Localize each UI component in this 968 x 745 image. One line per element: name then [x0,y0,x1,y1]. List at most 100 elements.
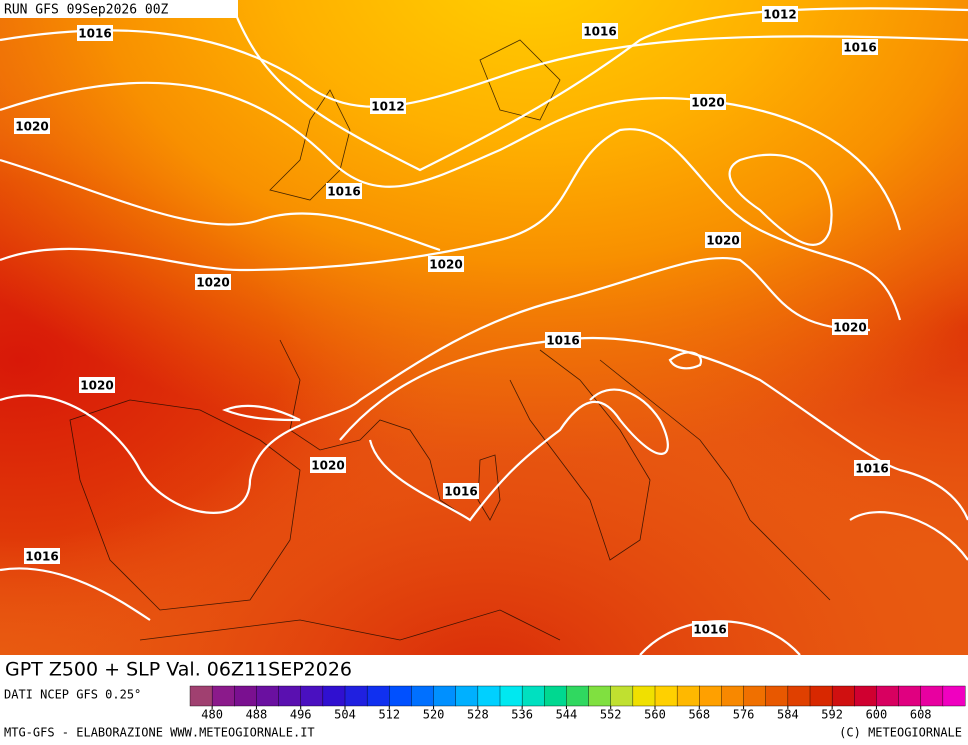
isobar-labels: 1012 1016 1016 1016 1012 1020 1020 1016 1020 1020… [14,6,890,637]
header-box [0,0,238,18]
colorbar-tick-label: 560 [644,708,666,722]
colorbar-swatch [211,685,235,707]
isobar-label-bg [443,483,479,499]
isobar-label-bg [195,274,231,290]
isobar-label-bg [762,6,798,22]
isobar-label-bg [14,118,50,134]
colorbar-tick-label: 520 [423,708,445,722]
colorbar-swatch [854,685,877,707]
colorbar-tick-label: 592 [821,708,843,722]
colorbar-swatch [920,685,944,707]
colorbar-swatch [499,685,523,707]
isobar-label-bg [428,256,464,272]
colorbar-swatch [699,685,722,707]
colorbar-tick-label: 608 [910,708,932,722]
colorbar-swatch [721,685,745,707]
colorbar-tick-label: 512 [378,708,400,722]
colorbar-swatch [632,685,656,707]
isobar-label: 1020 [706,234,739,248]
colorbar-swatch [411,685,435,707]
isobar-label: 1016 [855,462,888,476]
isobar-label-bg [370,98,406,114]
isobar-label: 1016 [78,27,111,41]
colorbar-tick-label: 600 [866,708,888,722]
colorbar-tick-label: 576 [733,708,755,722]
colorbar-swatch [455,685,479,707]
colorbar-swatch [389,685,412,707]
colorbar-swatch [366,685,390,707]
colorbar-swatch [610,685,634,707]
colorbar-swatch [256,685,280,707]
isobar-label: 1016 [693,623,726,637]
isobar-label-bg [854,460,890,476]
colorbar-tick-label: 528 [467,708,489,722]
isobar-label-bg [692,621,728,637]
colorbar-tick-label: 488 [246,708,268,722]
colorbar-swatch [477,685,501,707]
colorbar-tick-label: 504 [334,708,356,722]
colorbar-tick-label: 584 [777,708,799,722]
isobar-label-bg [832,319,868,335]
colorbar-swatch [588,685,612,707]
colorbar-tick-label: 480 [201,708,223,722]
title-box [0,656,412,684]
isobar-label: 1016 [583,25,616,39]
colorbar-swatch [743,685,767,707]
isobar-label: 1020 [691,96,724,110]
colorbar-swatch [876,685,900,707]
colorbar-swatch [942,685,966,707]
colorbar-tick-label: 544 [556,708,578,722]
isobar-label-bg [705,232,741,248]
isobar-label: 1020 [80,379,113,393]
isobar-label: 1020 [196,276,229,290]
isobar-label-bg [77,25,113,41]
isobar-label: 1016 [444,485,477,499]
isobar-label: 1020 [429,258,462,272]
isobar-label-bg [79,377,115,393]
colorbar-swatch [344,685,368,707]
footer-right: (C) METEOGIORNALE [839,726,962,740]
colorbar: 480 488 496 504 512 520 528 536 544 552 560 568 576 5… [189,685,966,722]
isobar-label-bg [582,23,618,39]
colorbar-swatch [654,685,678,707]
isobars [0,0,968,621]
colorbar-tick-label: 536 [511,708,533,722]
isobar-label-bg [842,39,878,55]
colorbar-swatch [787,685,811,707]
colorbar-swatch [544,685,567,707]
colorbar-swatch [765,685,789,707]
source-label: DATI NCEP GFS 0.25° [4,688,141,702]
map-title: GPT Z500 + SLP Val. 06Z11SEP2026 [5,659,352,681]
colorbar-swatch [809,685,833,707]
isobar-label: 1016 [327,185,360,199]
colorbar-tick-label: 552 [600,708,622,722]
colorbar-swatch [322,685,346,707]
colorbar-tick-label: 496 [290,708,312,722]
colorbar-swatch [831,685,855,707]
colorbar-swatch [300,685,324,707]
colorbar-swatch [521,685,545,707]
footer-left: MTG-GFS - ELABORAZIONE WWW.METEOGIORNALE… [4,726,315,740]
colorbar-swatch [898,685,922,707]
isobar-label: 1016 [25,550,58,564]
isobar-label: 1016 [843,41,876,55]
colorbar-swatch [676,685,700,707]
colorbar-swatch [234,685,257,707]
colorbar-swatch [278,685,302,707]
colorbar-tick-label: 568 [688,708,710,722]
run-label: RUN GFS 09Sep2026 00Z [4,3,169,18]
colorbar-swatch [189,685,213,707]
isobar-label: 1016 [546,334,579,348]
isobar-label-bg [310,457,346,473]
colorbar-swatch [566,685,590,707]
isobar-label-bg [24,548,60,564]
isobar-label-bg [326,183,362,199]
isobar-label: 1012 [763,8,796,22]
colorbar-swatch [433,685,457,707]
isobar-label: 1012 [371,100,404,114]
isobar-label-bg [690,94,726,110]
isobar-label: 1020 [311,459,344,473]
isobar-label: 1020 [833,321,866,335]
isobar-label-bg [545,332,581,348]
